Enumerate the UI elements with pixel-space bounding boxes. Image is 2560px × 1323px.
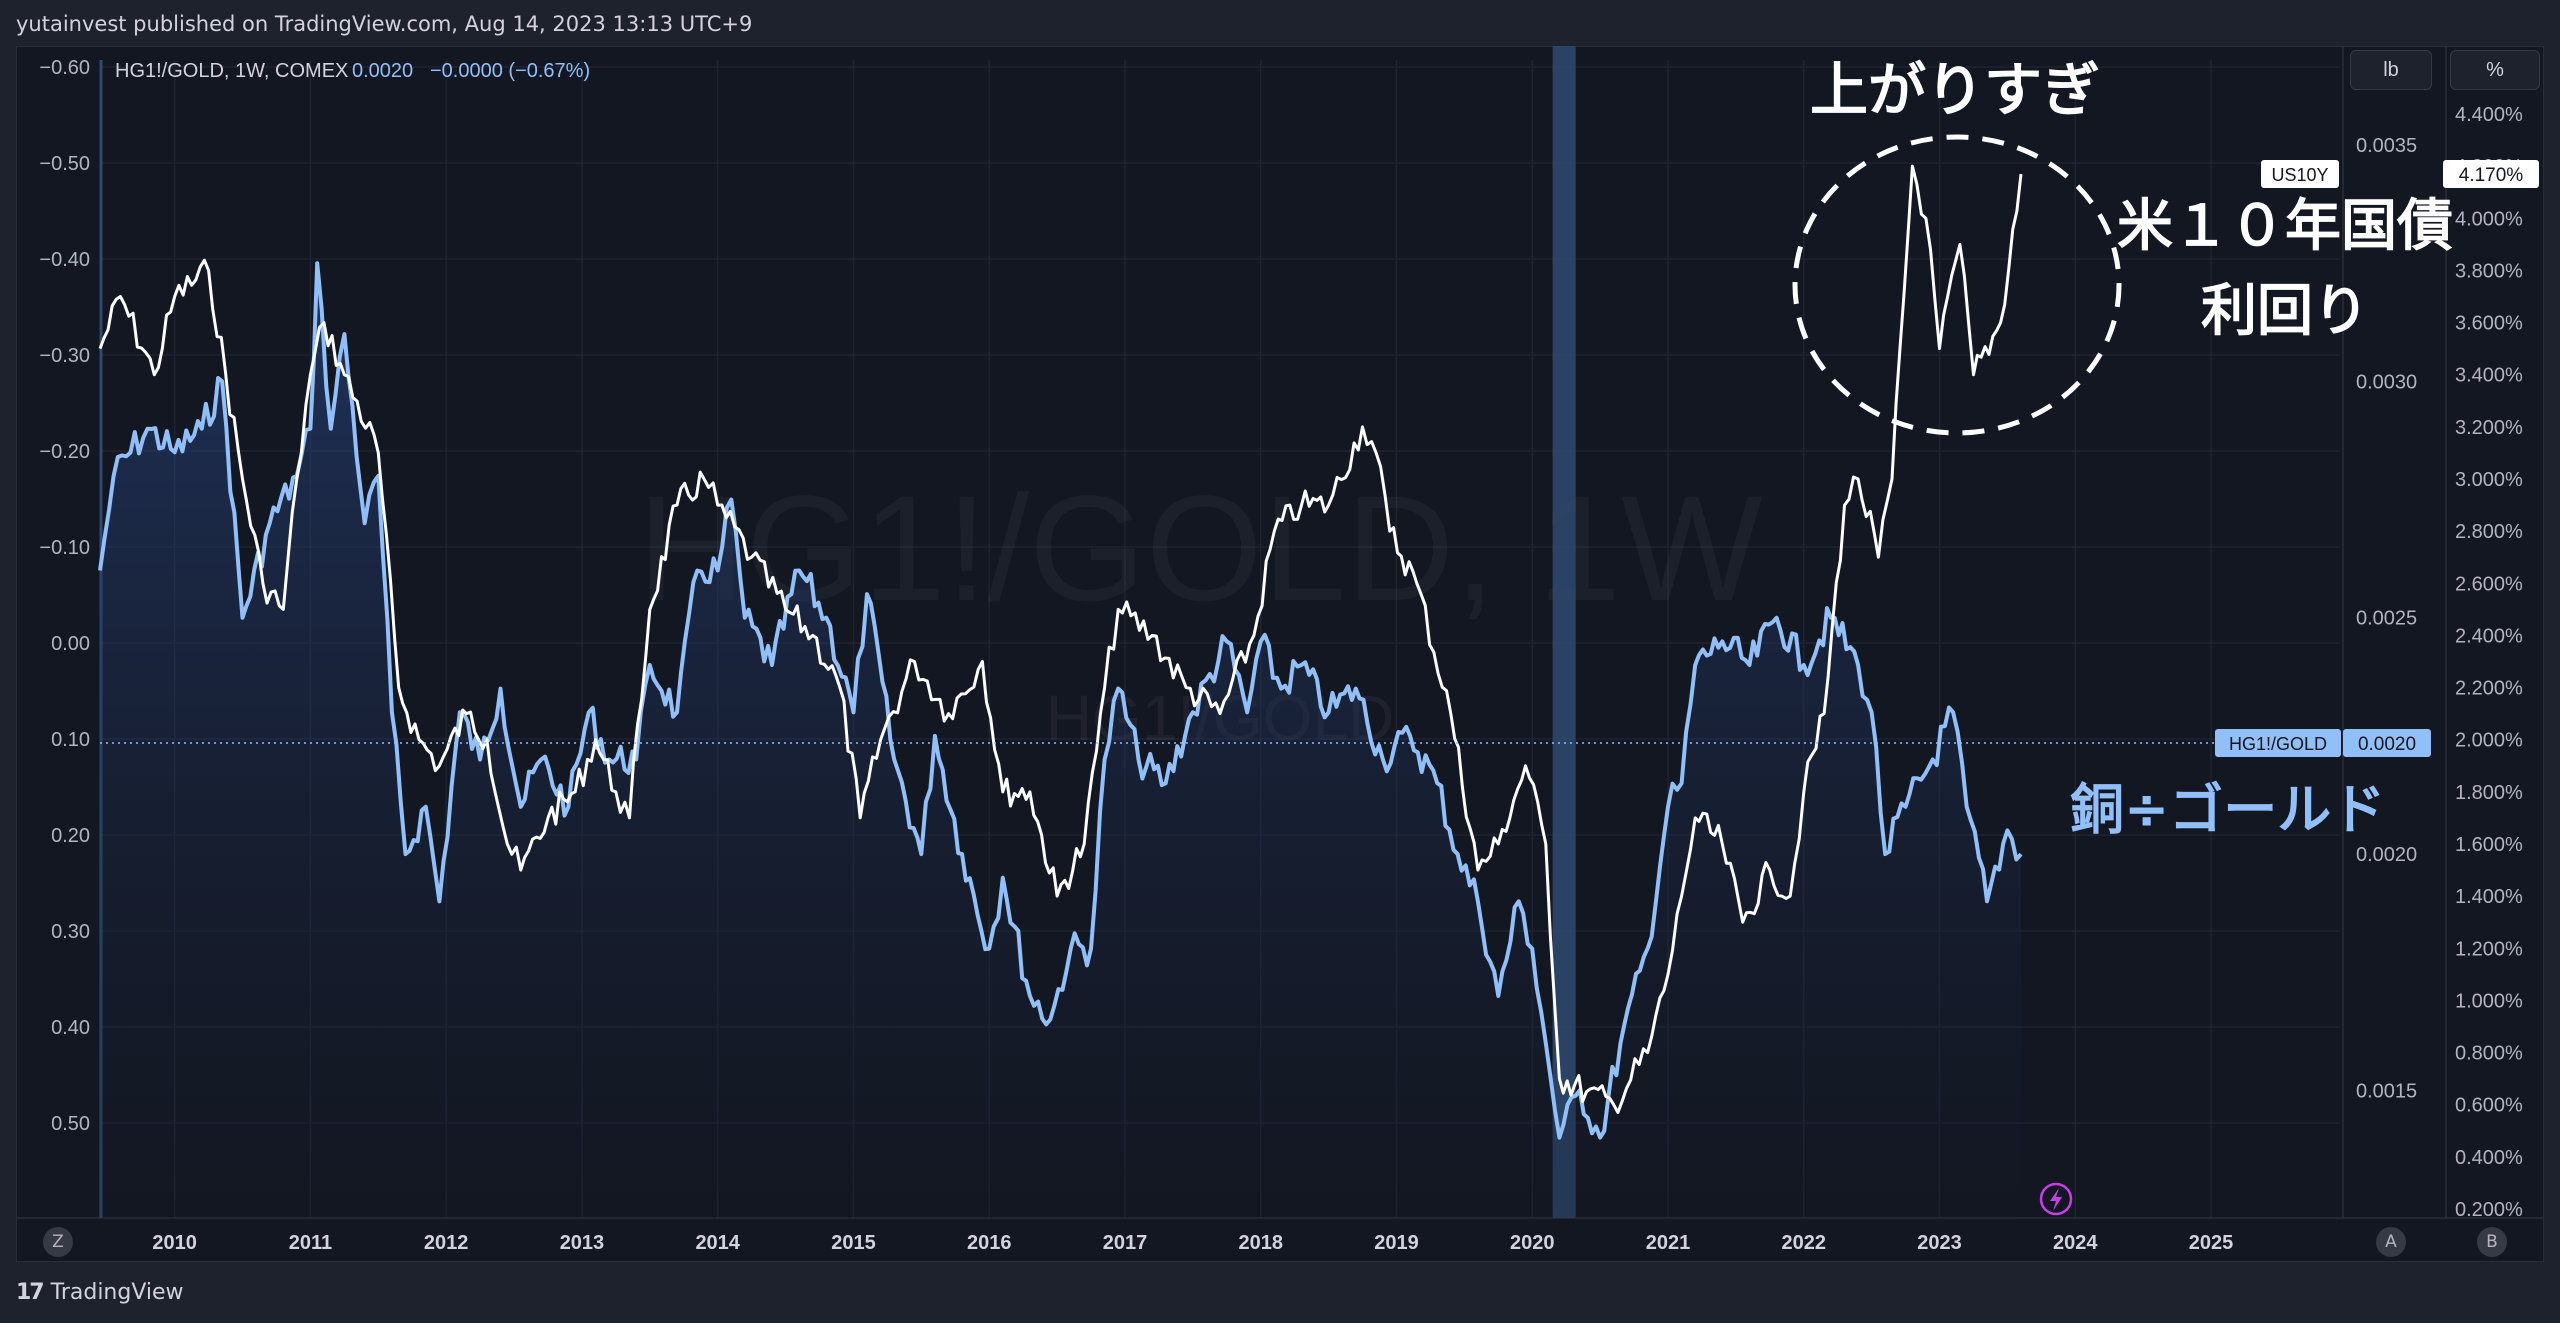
right-price-axis[interactable]: 4.400%4.200%4.000%3.800%3.600%3.400%3.20… — [2455, 104, 2523, 1221]
right-axis-tick: 3.000% — [2455, 469, 2523, 491]
right-axis-tick: 3.600% — [2455, 313, 2523, 335]
time-axis-tick: 2021 — [1646, 1232, 1691, 1254]
us10y-annotation-line2: 利回り — [2201, 279, 2369, 344]
tradingview-logo-icon: 17 — [16, 1280, 45, 1305]
right-axis-tick: 1.400% — [2455, 886, 2523, 908]
hg-gold-price-label: 0.0020 — [2358, 734, 2416, 755]
lightning-icon[interactable] — [2039, 1182, 2073, 1216]
us10y-annotation-line1: 米１０年国債 — [2117, 194, 2453, 259]
mid-price-axis[interactable]: 0.0035 0.0030 0.0025 0.0020 0.0015 — [2356, 135, 2417, 1102]
time-axis-tick: 2020 — [1510, 1232, 1555, 1254]
time-axis-tick: 2011 — [289, 1232, 332, 1254]
time-axis-tick: 2015 — [831, 1232, 876, 1254]
us10y-symbol-tag: US10Y — [2261, 160, 2339, 188]
legend-change: −0.0000 (−0.67%) — [430, 60, 590, 82]
time-axis-tick: 2013 — [560, 1232, 605, 1254]
time-axis-tick: 2017 — [1103, 1232, 1148, 1254]
mid-axis-tick: 0.0030 — [2356, 371, 2417, 393]
tradingview-brand: TradingView — [50, 1280, 184, 1305]
chart-canvas[interactable]: HG1!/GOLD, 1W HG1!/GOLD −0.60−0.50−0.40−… — [0, 0, 2560, 1262]
right-axis-tick: 3.800% — [2455, 260, 2523, 282]
time-axis-tick: 2010 — [152, 1232, 197, 1254]
time-axis-tick: 2016 — [967, 1232, 1012, 1254]
mid-axis-tick: 0.0025 — [2356, 608, 2417, 630]
right-axis-tick: 3.400% — [2455, 365, 2523, 387]
auto-scale-button[interactable]: A — [2376, 1227, 2406, 1257]
time-axis-tick: 2012 — [424, 1232, 469, 1254]
left-axis-tick: −0.60 — [39, 57, 90, 79]
right-axis-tick: 2.600% — [2455, 573, 2523, 595]
scale-b-button[interactable]: B — [2477, 1227, 2507, 1257]
left-axis-tick: 0.00 — [51, 633, 90, 655]
right-axis-tick: 1.800% — [2455, 782, 2523, 804]
time-axis-tick: 2025 — [2189, 1232, 2234, 1254]
left-axis-tick: 0.40 — [51, 1017, 90, 1039]
unit-lb-button[interactable]: lb — [2350, 50, 2432, 90]
time-axis-tick: 2023 — [1917, 1232, 1962, 1254]
left-axis-tick: 0.30 — [51, 921, 90, 943]
time-axis-tick: 2022 — [1782, 1232, 1827, 1254]
mid-axis-tick: 0.0015 — [2356, 1080, 2417, 1102]
hg-gold-tag-label: HG1!/GOLD — [2229, 734, 2327, 754]
left-axis-tick: −0.20 — [39, 441, 90, 463]
right-axis-tick: 3.200% — [2455, 417, 2523, 439]
series-line-hg-gold — [98, 261, 2023, 1140]
us10y-price-label: 4.170% — [2459, 165, 2524, 186]
us10y-price-tag: 4.170% — [2443, 160, 2539, 188]
right-axis-tick: 0.400% — [2455, 1147, 2523, 1169]
left-axis-tick: −0.50 — [39, 153, 90, 175]
ratio-area-fill — [100, 263, 2021, 1218]
highlight-band — [1552, 46, 1576, 1218]
hg-gold-symbol-tag: HG1!/GOLD — [2215, 729, 2341, 757]
z-button[interactable]: Z — [43, 1227, 73, 1257]
time-axis-tick: 2018 — [1238, 1232, 1283, 1254]
tradingview-logo[interactable]: 17 TradingView — [16, 1280, 184, 1305]
time-axis-tick: 2019 — [1374, 1232, 1419, 1254]
overshoot-annotation: 上がりすぎ — [1810, 56, 2100, 124]
legend-value: 0.0020 — [352, 60, 413, 82]
left-axis-tick: 0.10 — [51, 729, 90, 751]
left-axis-tick: −0.10 — [39, 537, 90, 559]
mid-axis-tick: 0.0035 — [2356, 135, 2417, 157]
copper-gold-annotation: 銅÷ゴールド — [2070, 778, 2385, 841]
time-axis-tick: 2024 — [2053, 1232, 2098, 1254]
top-bar: yutainvest published on TradingView.com,… — [0, 0, 2560, 46]
right-axis-tick: 0.800% — [2455, 1043, 2523, 1065]
publisher-info: yutainvest published on TradingView.com,… — [16, 12, 753, 36]
right-axis-tick: 4.000% — [2455, 208, 2523, 230]
overshoot-circle — [1792, 134, 2122, 436]
right-axis-tick: 1.000% — [2455, 990, 2523, 1012]
left-price-axis[interactable]: −0.60 −0.50 −0.40 −0.30 −0.20 −0.10 0.00 0.10 0.… — [39, 57, 90, 1135]
right-axis-tick: 0.200% — [2455, 1199, 2523, 1221]
left-axis-tick: 0.50 — [51, 1113, 90, 1135]
right-axis-tick: 0.600% — [2455, 1095, 2523, 1117]
hg-gold-price-tag: 0.0020 — [2343, 729, 2431, 757]
mid-axis-tick: 0.0020 — [2356, 844, 2417, 866]
footer-bar — [0, 1262, 2560, 1323]
legend-symbol[interactable]: HG1!/GOLD, 1W, COMEX — [115, 60, 348, 82]
us10y-tag-label: US10Y — [2271, 165, 2328, 185]
right-axis-tick: 2.000% — [2455, 730, 2523, 752]
time-axis-tick: 2014 — [695, 1232, 740, 1254]
left-axis-tick: −0.30 — [39, 345, 90, 367]
right-axis-tick: 1.600% — [2455, 834, 2523, 856]
unit-percent-button[interactable]: % — [2450, 50, 2540, 90]
right-axis-tick: 2.800% — [2455, 521, 2523, 543]
series-line-us10y — [98, 164, 2023, 1114]
right-axis-tick: 2.400% — [2455, 625, 2523, 647]
left-axis-tick: −0.40 — [39, 249, 90, 271]
right-axis-tick: 4.400% — [2455, 104, 2523, 126]
right-axis-tick: 2.200% — [2455, 678, 2523, 700]
left-axis-tick: 0.20 — [51, 825, 90, 847]
right-axis-tick: 1.200% — [2455, 938, 2523, 960]
time-axis[interactable]: 2010 2011 2012 2013 2014 2015 2016 2017 2018 2019… — [152, 1232, 2233, 1254]
